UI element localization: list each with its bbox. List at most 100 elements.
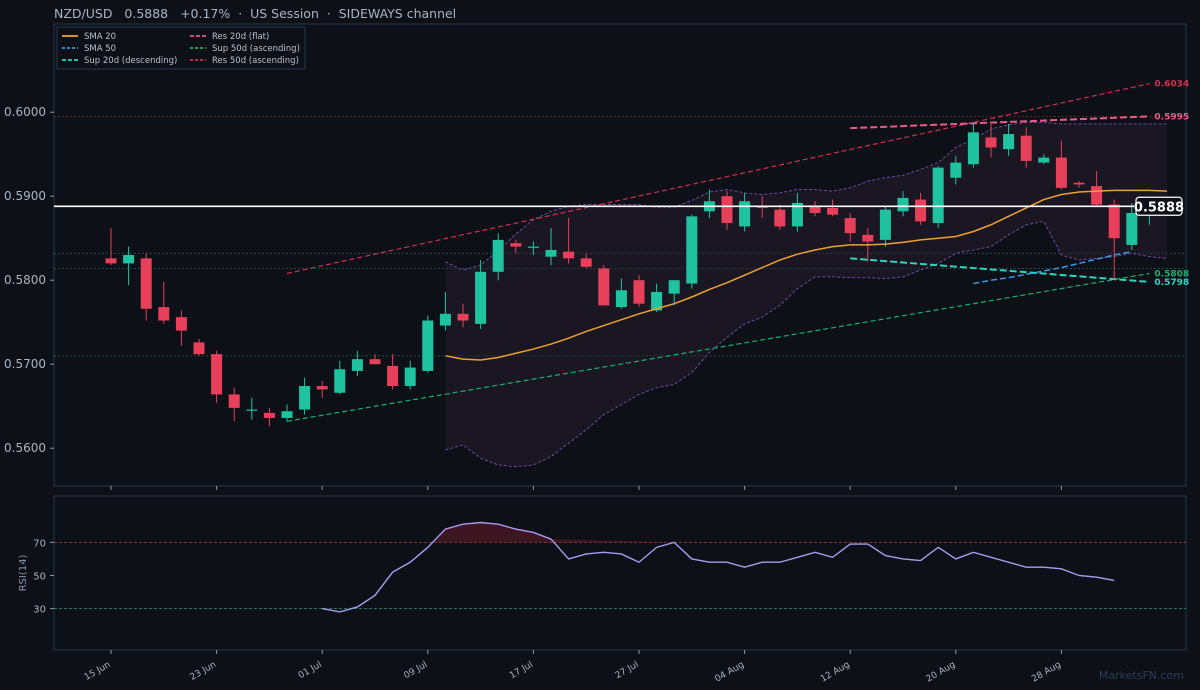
level-label: 0.5798 (1154, 278, 1189, 288)
candle-body (580, 258, 592, 267)
candle-body (1038, 157, 1050, 163)
bollinger-lower (445, 220, 1168, 468)
rsi-axis-label: RSI(14) (18, 555, 29, 592)
candle-body (439, 313, 451, 326)
legend: SMA 20 SMA 50 Sup 20d (descending) Res 20d … (56, 26, 306, 70)
candle-body (756, 206, 768, 208)
candle-body (492, 239, 504, 272)
y-tick-label: 0.5700 (4, 357, 46, 371)
legend-label: Sup 50d (ascending) (212, 44, 300, 54)
candle-body (351, 359, 363, 371)
candle-body (1073, 182, 1085, 185)
candle-body (915, 199, 927, 222)
x-tick-label: 09 Jul (403, 660, 430, 681)
symbol-label: NZD/USD (54, 6, 113, 21)
x-tick-label: 17 Jul (508, 660, 535, 681)
legend-label: Res 50d (ascending) (212, 56, 299, 66)
candle-body (457, 313, 469, 321)
candle-body (879, 209, 891, 240)
candle-body (263, 412, 275, 418)
candle-body (615, 290, 627, 308)
candle-body (827, 207, 839, 215)
candle-body (211, 354, 223, 395)
regime-label: SIDEWAYS channel (338, 6, 457, 21)
x-tick-label: 04 Aug (713, 660, 746, 685)
candle-body (123, 255, 135, 264)
candle-body (967, 132, 979, 165)
y-tick-label: 0.6000 (4, 105, 46, 119)
candle-body (897, 197, 909, 212)
candle-body (316, 386, 328, 390)
x-tick-label: 27 Jul (614, 660, 641, 681)
legend-label: SMA 50 (84, 44, 116, 54)
level-label: 0.5995 (1154, 112, 1189, 122)
legend-label: Sup 20d (descending) (84, 56, 177, 66)
price-label: 0.5888 (124, 6, 169, 21)
y-tick-label: 0.5600 (4, 441, 46, 455)
session-label: US Session (250, 6, 319, 21)
candle-body (422, 320, 434, 371)
rsi-tick-label: 70 (33, 538, 46, 549)
candle-body (193, 342, 205, 355)
candle-body (527, 246, 539, 248)
bollinger-upper (445, 121, 1167, 271)
candle-body (932, 167, 944, 224)
trend-line-sup-50d-ascending- (286, 272, 1150, 422)
candle-body (721, 196, 733, 224)
candle-body (1091, 186, 1103, 205)
current-price-tag (1135, 196, 1183, 216)
rsi-tick-label: 30 (33, 605, 46, 616)
candle-body (228, 394, 240, 408)
rsi-overbought-fill (435, 522, 685, 543)
trend-line-sup-20d-descending- (850, 257, 1150, 283)
x-tick-label: 01 Jul (297, 660, 324, 681)
candle-body (1020, 135, 1032, 161)
candle-body (140, 258, 152, 309)
rsi-tick-label: 50 (33, 571, 46, 582)
current-price-label: 0.5888 (1134, 200, 1184, 215)
x-tick-label: 20 Aug (925, 660, 958, 685)
candle-body (668, 280, 680, 294)
candle-body (791, 202, 803, 227)
rsi-panel-frame (53, 495, 1187, 651)
level-label: 0.6034 (1154, 80, 1189, 90)
legend-box (56, 26, 306, 70)
candle-body (158, 307, 170, 321)
price-panel-frame (53, 23, 1187, 487)
candle-body (774, 209, 786, 227)
candle-body (651, 291, 663, 311)
candle-body (862, 234, 874, 242)
candle-body (1003, 134, 1015, 150)
bollinger-band-fill (445, 122, 1167, 467)
candle-body (563, 251, 575, 259)
candle-body (686, 216, 698, 284)
y-tick-label: 0.5800 (4, 273, 46, 287)
chart-header: NZD/USD 0.5888 +0.17% · US Session · SID… (54, 6, 457, 21)
x-tick-label: 23 Jun (189, 660, 219, 683)
candle-body (404, 367, 416, 387)
candle-body (1126, 213, 1138, 245)
candle-body (844, 218, 856, 234)
candle-body (1108, 204, 1120, 239)
candle-body (510, 243, 522, 247)
candle-body (1055, 157, 1067, 188)
rsi-line (322, 521, 1115, 613)
y-tick-label: 0.5900 (4, 189, 46, 203)
candle-body (281, 411, 293, 418)
candle-body (475, 271, 487, 324)
candle-body (633, 280, 645, 304)
candle-body (739, 201, 751, 227)
candle-body (545, 249, 557, 257)
level-label: 0.5808 (1154, 269, 1189, 279)
candle-body (299, 386, 311, 410)
candle-body (387, 365, 399, 387)
legend-label: Res 20d (flat) (212, 32, 269, 42)
legend-label: SMA 20 (84, 32, 116, 42)
candle-body (175, 317, 187, 331)
trend-line-res-50d-ascending- (286, 83, 1150, 275)
x-tick-label: 28 Aug (1030, 660, 1063, 685)
candle-body (105, 258, 117, 264)
candle-body (809, 206, 821, 213)
